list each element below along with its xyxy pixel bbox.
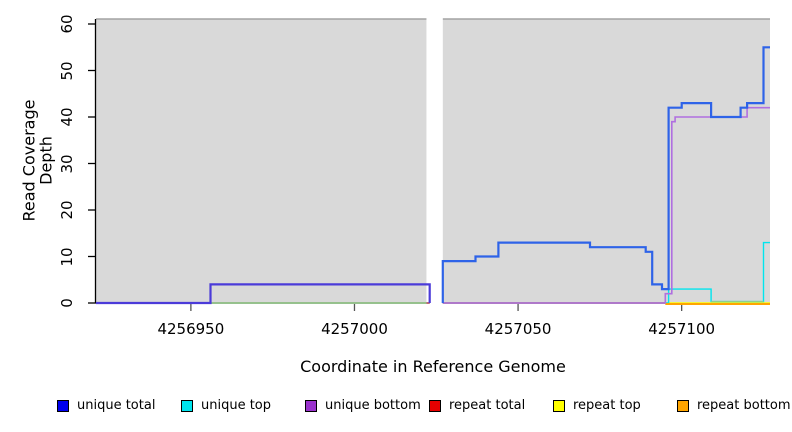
series-line-unique-total	[96, 283, 431, 305]
y-tick-label: 40	[58, 107, 76, 127]
x-axis-title: Coordinate in Reference Genome	[300, 357, 566, 376]
legend-swatch	[181, 399, 193, 412]
x-tick-label: 4257100	[648, 320, 716, 338]
series-line-unique-top	[442, 241, 770, 304]
legend-item-repeat-total: repeat total	[429, 398, 525, 413]
y-tick-label: 50	[58, 60, 76, 81]
coverage-gap	[426, 16, 443, 303]
legend-label: repeat total	[449, 398, 526, 413]
x-tick-label: 4256950	[157, 320, 225, 338]
legend-item-unique-top: unique top	[181, 398, 271, 413]
y-tick-label: 60	[58, 14, 76, 34]
legend-label: repeat bottom	[697, 398, 791, 413]
legend-item-unique-total: unique total	[57, 398, 155, 413]
legend-item-unique-bottom: unique bottom	[305, 398, 421, 413]
y-axis-title: Read Coverage Depth	[19, 99, 56, 222]
y-tick-label: 0	[58, 298, 76, 308]
series-line-unique-bottom	[442, 106, 770, 304]
y-tick-label: 10	[58, 246, 76, 267]
legend-label: repeat top	[573, 398, 641, 413]
y-tick-label: 20	[58, 200, 76, 220]
legend-label: unique total	[77, 398, 156, 413]
y-tick-label: 30	[58, 153, 76, 174]
legend-item-repeat-top: repeat top	[553, 398, 641, 413]
legend-swatch	[57, 399, 69, 412]
series-line-unique-total	[441, 46, 770, 303]
legend-swatch	[429, 399, 441, 412]
legend-swatch	[677, 399, 689, 412]
legend-item-repeat-bottom: repeat bottom	[677, 398, 791, 413]
legend-label: unique bottom	[325, 398, 421, 413]
x-tick-label: 4257050	[484, 320, 552, 338]
legend: unique total unique top unique bottom repea…	[0, 398, 792, 418]
x-tick-label: 4257000	[321, 320, 388, 338]
legend-label: unique top	[201, 398, 272, 413]
legend-swatch	[305, 399, 317, 412]
legend-swatch	[553, 399, 565, 412]
